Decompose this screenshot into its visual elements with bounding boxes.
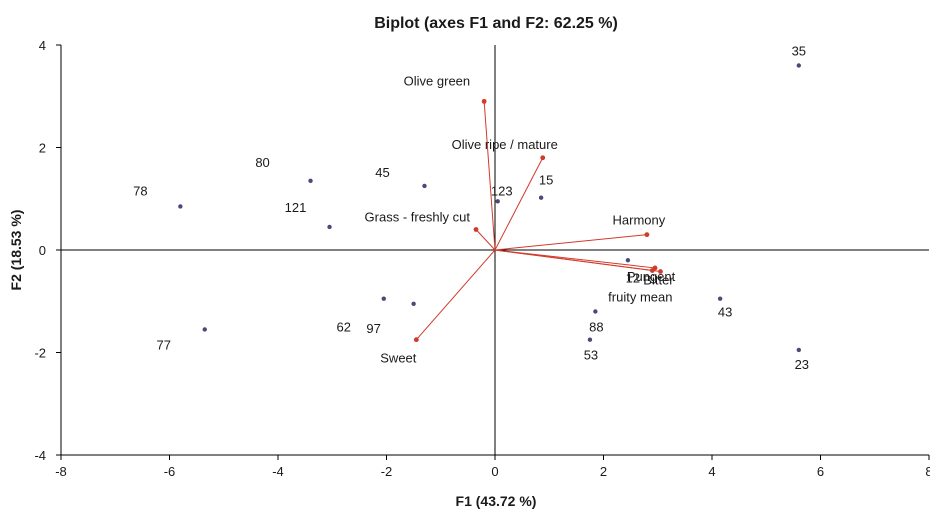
observation-point (381, 296, 386, 301)
observation-label: 23 (795, 357, 809, 372)
y-tick-label: 2 (39, 141, 46, 156)
observation-point (422, 183, 427, 189)
x-tick-label: -4 (272, 464, 284, 479)
variable-vector-tip (658, 269, 663, 274)
observation-point (327, 224, 332, 230)
y-tick-label: -2 (34, 346, 46, 361)
x-axis-title: F1 (43.72 %) (456, 493, 537, 509)
variable-vector-line (475, 229, 496, 251)
x-tick-label: 4 (708, 464, 715, 479)
variable-vector-tip (649, 268, 655, 273)
variable-vectors-layer: Olive green Olive ripe / mature Grass - fr… (365, 73, 676, 365)
x-tick-label: 8 (925, 464, 930, 479)
y-axis-title: F2 (18.53 %) (8, 210, 24, 291)
variable-label: Olive ripe / mature (452, 137, 558, 152)
observation-point (411, 301, 416, 307)
observation-label: 43 (718, 305, 732, 320)
variable-vector-tip (540, 155, 546, 161)
variable-vector-line (494, 249, 653, 271)
observation-label: 77 (157, 337, 171, 352)
observation-label: 97 (366, 321, 380, 336)
variable-label: Harmony (613, 213, 666, 228)
observation-point (625, 258, 631, 263)
x-tick-label: 2 (600, 464, 607, 479)
observation-point (178, 204, 183, 209)
observation-label: 62 (337, 320, 351, 335)
x-tick-label: 6 (817, 464, 824, 479)
variable-vector-line (415, 249, 496, 341)
observation-label: 80 (255, 155, 269, 170)
observation-point (796, 347, 801, 353)
observation-point (495, 199, 500, 204)
variable-vector-line (494, 234, 647, 251)
observation-point (796, 63, 801, 68)
observation-points-layer: 35 80 45 78 121 123 15 12 62 97 77 88 53 43 23 (133, 44, 809, 372)
variable-vector-tip (481, 98, 487, 104)
variable-label: Pungent (627, 269, 676, 284)
observation-label: 53 (584, 348, 598, 363)
chart-title: Biplot (axes F1 and F2: 62.25 %) (374, 15, 618, 32)
y-tick-label: -4 (34, 448, 46, 463)
observation-label: 45 (375, 165, 389, 180)
variable-label: Sweet (380, 351, 417, 366)
variable-label: Bitter (643, 273, 674, 288)
observation-label: 88 (589, 320, 603, 335)
x-tick-label: -8 (55, 464, 67, 479)
y-tick-label: 0 (39, 243, 46, 258)
variable-label: Olive green (404, 73, 470, 88)
observation-point (538, 195, 544, 200)
y-tick-label: 4 (39, 38, 46, 53)
observation-label: 35 (792, 44, 806, 59)
observation-label: 123 (491, 183, 513, 198)
variable-label: Grass - freshly cut (365, 210, 471, 225)
variable-label: fruity mean (608, 290, 672, 305)
x-tick-label: 0 (491, 464, 498, 479)
variable-vector-line (483, 101, 496, 251)
observation-point (593, 309, 598, 314)
axes-layer: -8 -6 -4 -2 0 2 4 6 8 -4 -2 0 2 4 (34, 38, 930, 479)
observation-label: 15 (539, 173, 553, 188)
x-tick-label: -2 (381, 464, 393, 479)
variable-vector-line (494, 157, 544, 251)
x-tick-label: -6 (164, 464, 176, 479)
observation-label: 121 (285, 200, 307, 215)
variable-vector-tip (644, 232, 650, 238)
observation-label: 78 (133, 183, 147, 198)
observation-point (587, 337, 593, 342)
variable-vector-tip (473, 227, 479, 232)
variable-vector-tip (413, 337, 419, 343)
observation-label: 12 (626, 270, 640, 285)
observation-point (202, 327, 207, 332)
observation-point (308, 178, 313, 184)
observation-point (717, 296, 723, 301)
